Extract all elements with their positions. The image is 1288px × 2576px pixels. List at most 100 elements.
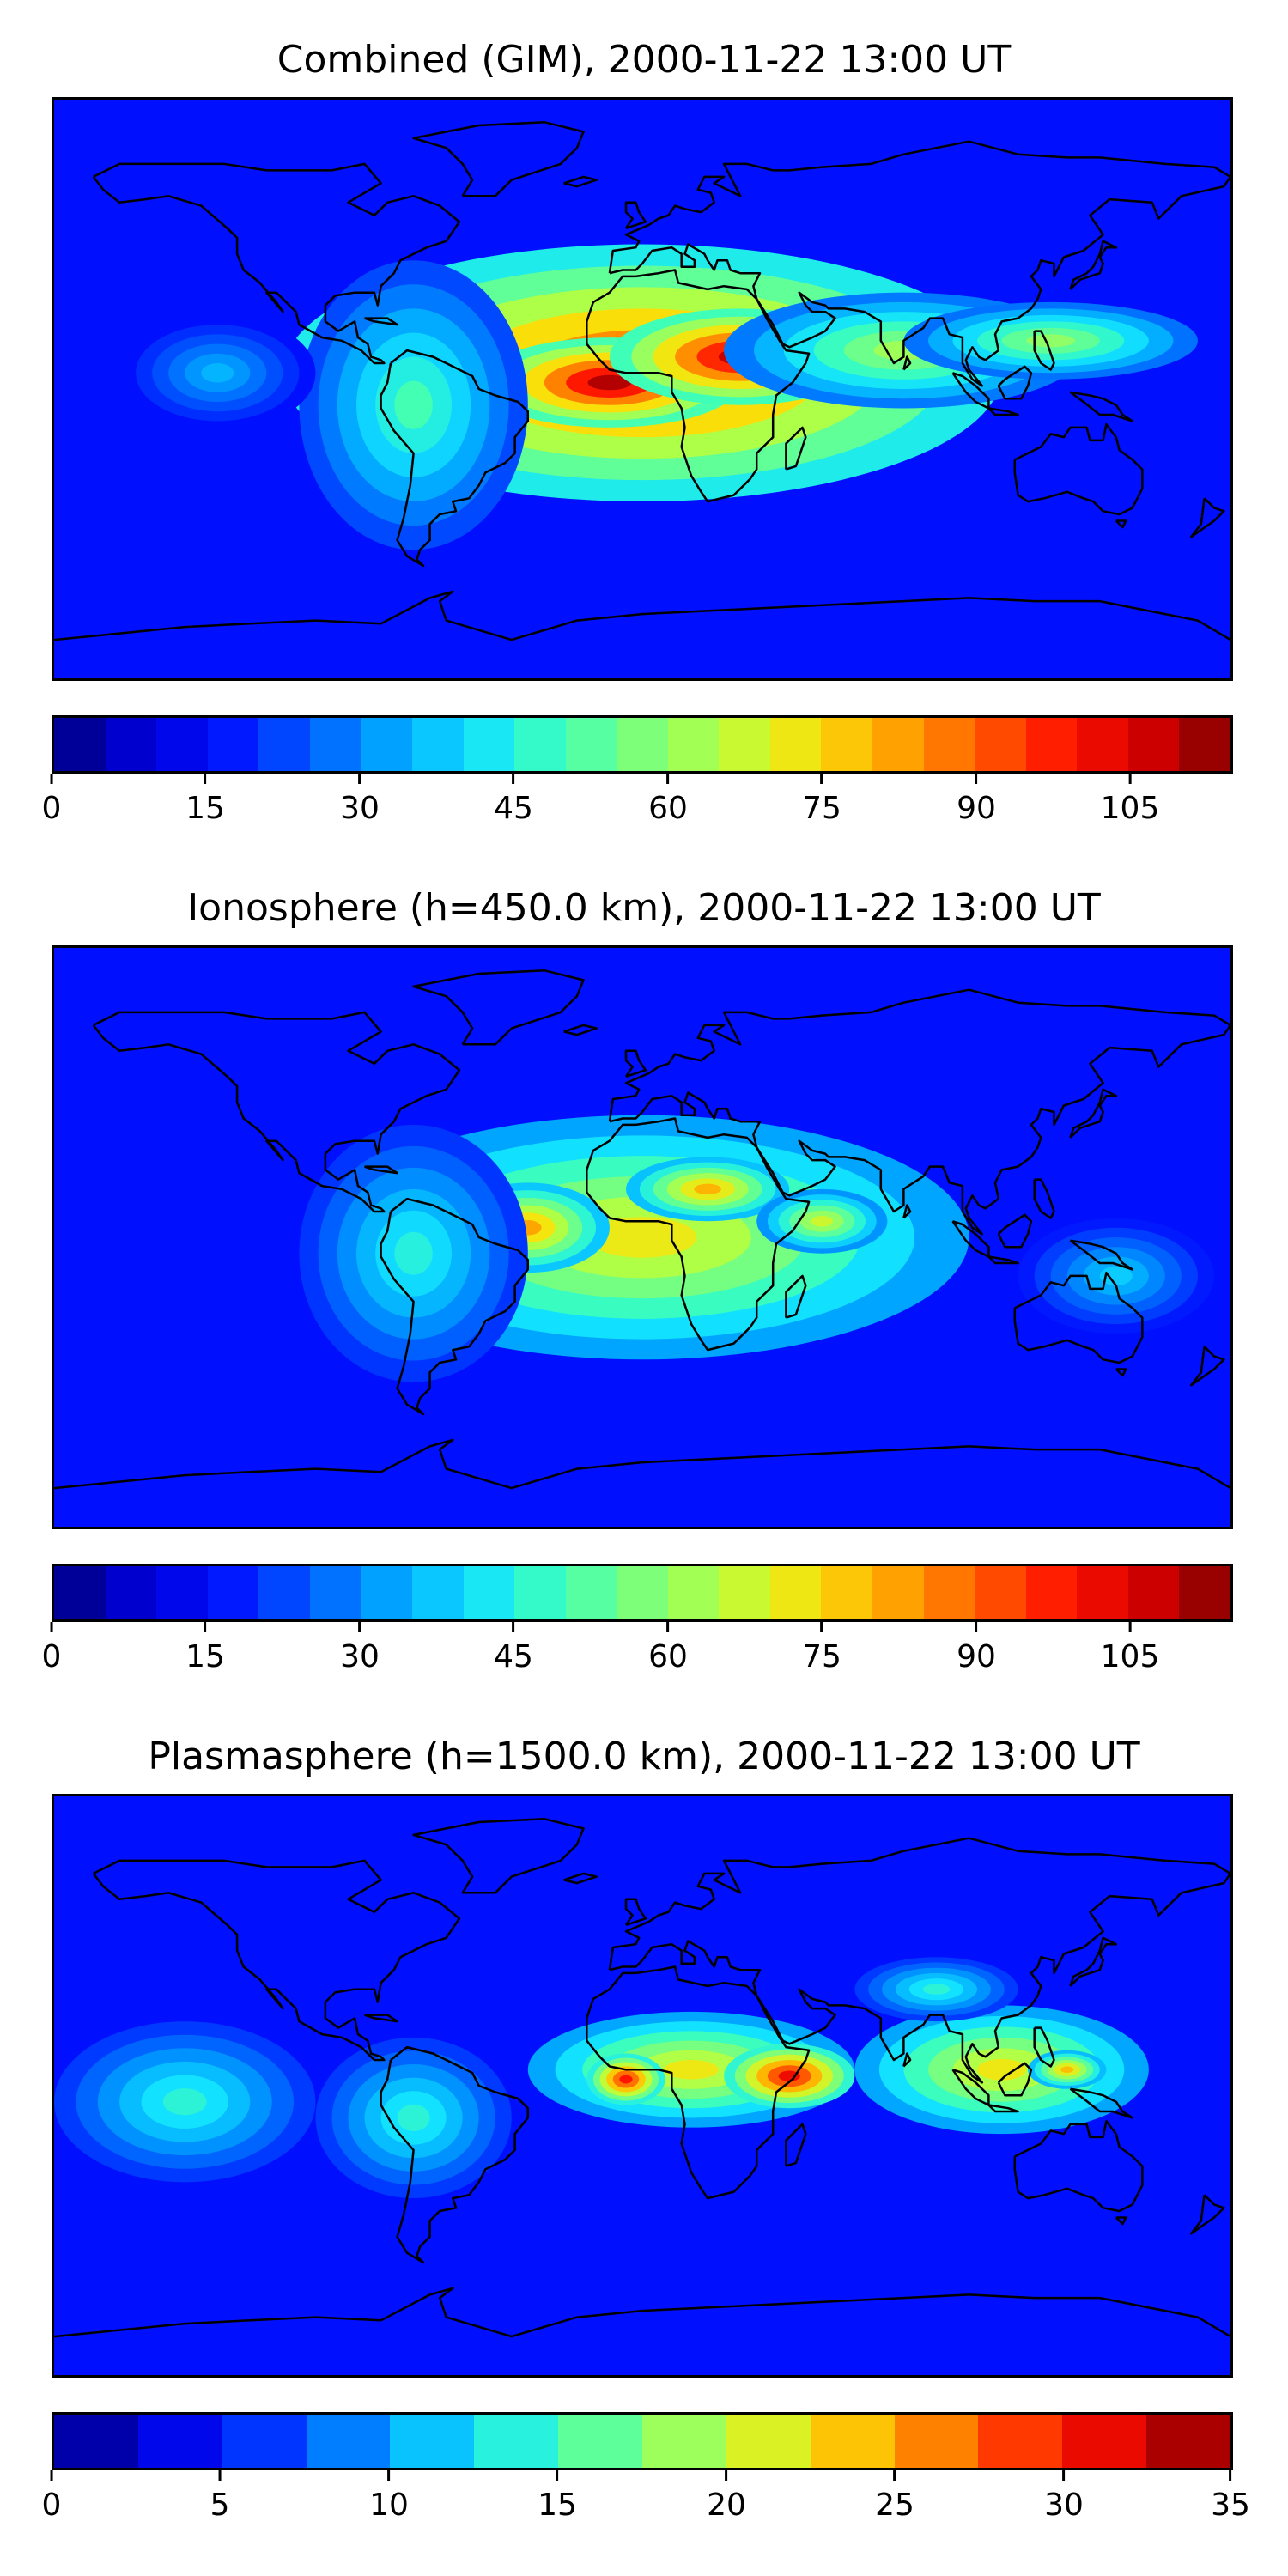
colorbar-swatch [463, 718, 515, 771]
colorbar-swatch [1146, 2415, 1231, 2468]
colorbar-swatch [474, 2415, 559, 2468]
colorbar-swatch [1077, 718, 1128, 771]
coastline [380, 2045, 530, 2264]
coastline [997, 1213, 1033, 1249]
colorbar-tick: 0 [42, 1622, 61, 1677]
colorbar-swatch [923, 1566, 975, 1619]
coastline [951, 1220, 990, 1258]
coastline [624, 1049, 647, 1078]
map-ionosphere [52, 945, 1233, 1529]
coastline [1069, 1088, 1118, 1139]
colorbar-ticks-combined: 0 15 30 45 60 75 90 105 [42, 774, 1233, 834]
coastline [608, 1837, 1230, 2084]
coastline [1069, 1239, 1134, 1271]
colorbar-swatch [872, 1566, 924, 1619]
colorbar-swatch [821, 1566, 872, 1619]
coastline [54, 590, 1230, 641]
colorbar-tick: 60 [648, 774, 688, 829]
coastline [997, 2062, 1033, 2097]
colorbar-swatch [411, 1566, 464, 1619]
field-contour [811, 1216, 833, 1227]
coastline [997, 365, 1033, 400]
colorbar-swatch [769, 1566, 822, 1619]
coastline [902, 1204, 912, 1219]
coastline [1115, 519, 1127, 529]
colorbar-swatch [923, 718, 975, 771]
colorbar-tick: 30 [1044, 2470, 1084, 2525]
coastline [412, 969, 585, 1046]
colorbar-swatch [617, 718, 668, 771]
colorbar-swatch [726, 2415, 811, 2468]
coastline [1069, 391, 1134, 422]
colorbar-swatch [306, 2415, 391, 2468]
coastline [92, 1011, 461, 1213]
colorbar-swatch [105, 1566, 157, 1619]
field-contour [587, 374, 632, 391]
panel-title-ionosphere: Ionosphere (h=450.0 km), 2000-11-22 13:0… [187, 886, 1101, 930]
colorbar-tick: 105 [1101, 1622, 1159, 1677]
colorbar-swatch [1127, 718, 1180, 771]
colorbar-swatch [309, 1566, 361, 1619]
panel-title-combined: Combined (GIM), 2000-11-22 13:00 UT [276, 38, 1012, 82]
coastline [1013, 2119, 1144, 2213]
field-contour [694, 1183, 721, 1195]
colorbar-swatch [137, 2415, 222, 2468]
coastline [785, 426, 807, 471]
coastline [54, 1438, 1230, 1490]
colorbar-ticks-plasmasphere: 0 5 10 15 20 25 30 35 [42, 2470, 1250, 2530]
coastline [902, 355, 912, 371]
field-contour [1026, 334, 1076, 348]
field-contour [394, 1231, 433, 1275]
coastline [586, 269, 811, 503]
colorbar-swatch [810, 2415, 895, 2468]
colorbar-swatch [565, 1566, 617, 1619]
field-contour [778, 2070, 800, 2082]
colorbar-swatch [617, 1566, 668, 1619]
coastline [1069, 2087, 1134, 2119]
colorbar-tick: 15 [185, 774, 225, 829]
field-contour [922, 1984, 951, 1995]
colorbar-swatch [978, 2415, 1063, 2468]
field-contour [977, 2058, 1027, 2081]
panel-title-plasmasphere: Plasmasphere (h=1500.0 km), 2000-11-22 1… [148, 1735, 1140, 1778]
colorbar-swatch [54, 718, 106, 771]
colorbar-ionosphere [52, 1564, 1233, 1622]
colorbar-swatch [1062, 2415, 1147, 2468]
colorbar-swatch [514, 718, 566, 771]
colorbar-tick: 30 [340, 1622, 380, 1677]
colorbar-tick: 5 [210, 2470, 229, 2525]
colorbar-tick: 90 [957, 774, 996, 829]
coastline [987, 2104, 1019, 2113]
colorbar-swatch [667, 718, 720, 771]
colorbar-swatch [54, 2415, 138, 2468]
map-plasmasphere [52, 1794, 1233, 2378]
colorbar-swatch [975, 1566, 1026, 1619]
coastline [1115, 2216, 1127, 2226]
colorbar-swatch [411, 718, 464, 771]
colorbar-tick: 45 [494, 1622, 533, 1677]
coastline [785, 1274, 807, 1319]
colorbar-swatch [1025, 1566, 1078, 1619]
field-contour [397, 2104, 430, 2132]
coastline [624, 1898, 647, 1926]
coastline [1115, 1368, 1127, 1377]
coastline [1013, 1271, 1144, 1364]
colorbar-swatch [719, 718, 770, 771]
coastline [608, 140, 1230, 387]
coastline [380, 1197, 530, 1416]
field-contour [201, 363, 234, 383]
coastline [563, 1024, 598, 1036]
colorbar-swatch [207, 718, 259, 771]
colorbar-tick: 30 [340, 774, 380, 829]
coastline [563, 1872, 598, 1885]
coastline [1033, 330, 1055, 371]
colorbar-tick: 60 [648, 1622, 688, 1677]
field-contour [1099, 1266, 1133, 1286]
colorbar-swatch [258, 718, 310, 771]
colorbar-tick: 35 [1211, 2470, 1250, 2525]
colorbar-swatch [769, 718, 822, 771]
coastline [785, 2123, 807, 2167]
colorbar-swatch [872, 718, 924, 771]
coastline [563, 175, 598, 188]
colorbar-swatch [514, 1566, 566, 1619]
